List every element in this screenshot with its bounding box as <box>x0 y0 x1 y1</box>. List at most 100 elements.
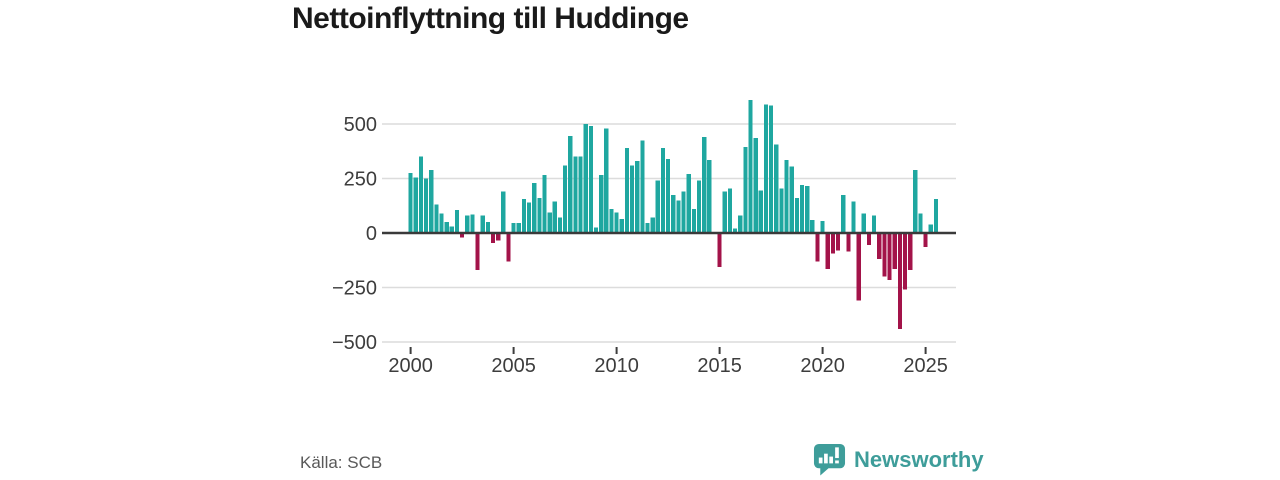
bar-2012-Q4 <box>671 194 676 233</box>
bar-2003-Q4 <box>485 222 490 233</box>
bar-2008-Q2 <box>578 156 583 233</box>
bar-2009-Q3 <box>604 128 609 233</box>
bar-2011-Q3 <box>645 223 650 233</box>
bar-2002-Q4 <box>465 215 470 233</box>
bar-2016-Q3 <box>748 100 753 234</box>
bar-2010-Q4 <box>629 165 635 233</box>
bar-2022-Q3 <box>872 215 877 233</box>
x-axis-tick-label: 2010 <box>594 355 639 377</box>
bar-2022-Q4 <box>877 233 882 260</box>
source-label: Källa: SCB <box>300 453 383 472</box>
bar-2020-Q3 <box>830 233 835 254</box>
bar-2002-Q1 <box>449 226 454 233</box>
bar-2024-Q4 <box>918 213 923 233</box>
x-axis-tick-label: 2005 <box>491 355 536 377</box>
bar-2022-Q2 <box>866 233 872 245</box>
x-axis-tick-label: 2025 <box>903 355 948 377</box>
bar-2021-Q2 <box>846 233 851 252</box>
bar-2019-Q1 <box>799 185 805 233</box>
bar-2024-Q2 <box>908 233 913 271</box>
bar-2000-Q2 <box>413 177 418 233</box>
bar-2013-Q2 <box>681 191 686 233</box>
bar-2017-Q1 <box>758 190 763 233</box>
bar-2021-Q3 <box>851 201 856 233</box>
bar-2023-Q1 <box>882 233 887 277</box>
bar-2014-Q2 <box>702 137 707 233</box>
bar-2023-Q2 <box>887 233 892 280</box>
x-axis-tick-label: 2020 <box>800 355 845 377</box>
bar-2007-Q4 <box>568 135 573 233</box>
bar-2018-Q4 <box>794 198 799 233</box>
bar-2005-Q4 <box>526 202 532 233</box>
y-axis-tick-label: −250 <box>332 278 377 300</box>
bar-2006-Q4 <box>547 212 552 233</box>
bar-2011-Q4 <box>650 217 655 233</box>
bar-2018-Q3 <box>789 166 794 233</box>
bar-2003-Q3 <box>480 215 485 233</box>
bar-2012-Q1 <box>655 180 660 233</box>
bar-2004-Q4 <box>506 233 511 262</box>
bar-2025-Q2 <box>928 224 933 233</box>
chart-title: Nettoinflyttning till Huddinge <box>292 2 689 35</box>
bar-2015-Q2 <box>722 191 727 233</box>
bar-2014-Q3 <box>707 159 712 233</box>
bar-2017-Q2 <box>763 104 769 233</box>
bar-2019-Q2 <box>805 186 810 233</box>
bar-2020-Q2 <box>825 233 830 269</box>
bar-2010-Q3 <box>624 147 629 233</box>
bar-2023-Q4 <box>897 233 902 329</box>
bar-2013-Q3 <box>686 174 691 233</box>
bar-2002-Q3 <box>460 233 465 238</box>
bar-2009-Q1 <box>593 227 599 233</box>
bar-2003-Q1 <box>470 214 475 233</box>
y-axis-tick-label: 500 <box>344 114 377 136</box>
bar-2010-Q2 <box>619 218 624 233</box>
bar-2002-Q2 <box>454 210 460 233</box>
bar-2019-Q4 <box>815 233 820 262</box>
bar-2025-Q3 <box>933 199 938 233</box>
bar-2009-Q4 <box>609 209 614 233</box>
bar-2012-Q3 <box>666 158 671 233</box>
bar-2025-Q1 <box>923 233 928 248</box>
newsworthy-logo-text: Newsworthy <box>854 446 984 472</box>
bar-2024-Q3 <box>913 169 918 233</box>
bar-2017-Q3 <box>769 105 774 233</box>
bar-2023-Q3 <box>892 233 897 269</box>
y-axis-tick-label: −500 <box>332 332 377 354</box>
bar-2005-Q1 <box>511 223 516 233</box>
bar-chart-speech-bubble-icon <box>813 443 846 476</box>
bar-2008-Q3 <box>583 124 588 233</box>
bar-2021-Q4 <box>856 233 861 301</box>
bar-2007-Q1 <box>552 201 557 233</box>
bar-2014-Q1 <box>696 180 702 233</box>
bar-2000-Q1 <box>408 173 413 233</box>
bar-2006-Q3 <box>542 175 547 233</box>
bar-2020-Q1 <box>820 221 825 233</box>
bar-2024-Q1 <box>902 233 908 290</box>
x-axis-tick-label: 2000 <box>388 355 433 377</box>
bar-2001-Q1 <box>429 169 434 233</box>
bar-2008-Q4 <box>588 126 593 233</box>
newsworthy-logo[interactable]: Newsworthy <box>813 443 984 476</box>
bar-2015-Q1 <box>717 233 722 267</box>
bar-2019-Q3 <box>810 219 815 233</box>
bar-2007-Q2 <box>557 217 563 233</box>
bar-2003-Q2 <box>475 233 480 271</box>
x-axis-tick-label: 2015 <box>697 355 742 377</box>
bar-2016-Q2 <box>743 146 748 233</box>
y-axis-tick-label: 0 <box>366 223 377 245</box>
bar-2001-Q3 <box>439 213 444 233</box>
bar-2016-Q4 <box>753 138 758 233</box>
bar-2001-Q4 <box>444 222 449 233</box>
bar-2020-Q4 <box>835 233 841 251</box>
y-axis-tick-label: 250 <box>344 169 377 191</box>
bar-2004-Q1 <box>490 233 496 243</box>
bar-2021-Q1 <box>841 194 846 233</box>
bar-2018-Q2 <box>784 159 789 233</box>
bar-2004-Q2 <box>496 233 501 241</box>
bar-2004-Q3 <box>501 191 506 233</box>
bar-2000-Q4 <box>423 178 429 233</box>
bar-2011-Q1 <box>635 161 640 233</box>
